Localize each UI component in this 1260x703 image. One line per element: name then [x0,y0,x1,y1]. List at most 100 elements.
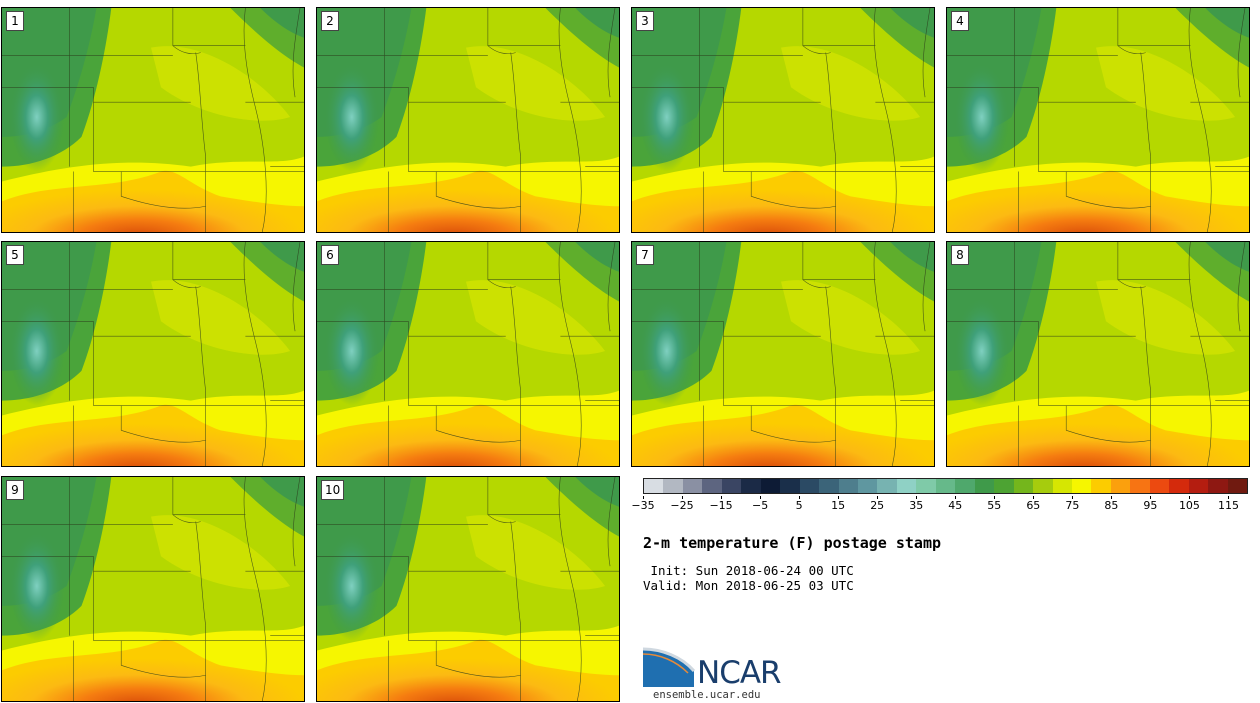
colorbar-tick-label: 75 [1065,499,1080,512]
member-map-8: 8 [946,241,1250,467]
member-number-label: 8 [951,245,969,265]
ncar-logo-text: NCAR [697,655,782,691]
colorbar-bin [935,479,956,493]
colorbar-bin [896,479,917,493]
member-number-label: 4 [951,11,969,31]
colorbar-tick-mark [955,496,957,499]
colorbar-tick-mark [760,496,762,499]
temperature-map [632,8,934,232]
colorbar-tick-mark [682,496,684,499]
member-map-1: 1 [1,7,305,233]
colorbar-bin [1149,479,1170,493]
colorbar-bin [974,479,995,493]
colorbar-bin [1188,479,1209,493]
temperature-map [317,242,619,466]
colorbar-tick-mark [877,496,879,499]
member-map-5: 5 [1,241,305,467]
colorbar-bin [1033,479,1053,493]
member-number-label: 7 [636,245,654,265]
colorbar-tick-label: 65 [1026,499,1041,512]
temperature-map [2,477,304,701]
temperature-map [317,8,619,232]
colorbar-tick-label: 55 [987,499,1002,512]
member-map-3: 3 [631,7,935,233]
member-map-6: 6 [316,241,620,467]
member-number-label: 6 [321,245,339,265]
colorbar-bin [857,479,878,493]
member-map-7: 7 [631,241,935,467]
colorbar-bin [1013,479,1034,493]
colorbar-tick-label: 105 [1178,499,1200,512]
colorbar-tick-label: −25 [670,499,694,512]
colorbar-tick-label: 35 [909,499,924,512]
colorbar-bin [994,479,1014,493]
colorbar-bin [819,479,839,493]
colorbar-bin [1227,479,1248,493]
colorbar-bin [682,479,703,493]
temperature-map [2,242,304,466]
chart-title: 2-m temperature (F) postage stamp [643,534,942,552]
colorbar-tick-label: 85 [1104,499,1119,512]
colorbar-tick-label: 25 [870,499,885,512]
colorbar-tick-label: −35 [631,499,655,512]
colorbar-bin [780,479,800,493]
colorbar-tick-mark [994,496,996,499]
colorbar-tick-label: −15 [709,499,733,512]
colorbar-tick-label: 15 [831,499,846,512]
colorbar-tick-mark [1189,496,1191,499]
colorbar-tick-label: 95 [1143,499,1158,512]
colorbar-tick-label: 5 [795,499,803,512]
member-number-label: 10 [321,480,345,500]
colorbar-tick-mark [1033,496,1035,499]
colorbar-bin [1208,479,1228,493]
member-number-label: 3 [636,11,654,31]
colorbar-tick-mark [799,496,801,499]
colorbar-tick-mark [916,496,918,499]
colorbar-tick-mark [1111,496,1113,499]
ncar-logo-icon [642,647,696,687]
member-number-label: 5 [6,245,24,265]
site-url: ensemble.ucar.edu [653,689,761,701]
colorbar-bin [702,479,722,493]
colorbar-bin [955,479,975,493]
colorbar-bin [1052,479,1072,493]
colorbar-tick-mark [1150,496,1152,499]
colorbar-bin [1130,479,1150,493]
member-map-4: 4 [946,7,1250,233]
colorbar-bin [741,479,761,493]
colorbar-tick-label: −5 [751,499,769,512]
colorbar-bin [799,479,820,493]
valid-time: Valid: Mon 2018-06-25 03 UTC [643,578,854,593]
temperature-map [632,242,934,466]
colorbar-bin [1071,479,1092,493]
colorbar-bin [760,479,781,493]
init-time: Init: Sun 2018-06-24 00 UTC [643,563,854,578]
colorbar-tick-label: 45 [948,499,963,512]
member-number-label: 2 [321,11,339,31]
colorbar-tick-mark [838,496,840,499]
temperature-map [2,8,304,232]
member-map-2: 2 [316,7,620,233]
member-map-10: 10 [316,476,620,702]
member-map-9: 9 [1,476,305,702]
colorbar-bin [663,479,683,493]
colorbar-bin [1169,479,1189,493]
colorbar-ticks: −35 −25 −15 −5 5 15 25 35 45 55 65 75 85 95 105 115 [631,496,1248,514]
temperature-map [317,477,619,701]
colorbar-bin [1091,479,1111,493]
temperature-map [947,8,1249,232]
colorbar-bin [916,479,936,493]
colorbar-bin [838,479,858,493]
colorbar-tick-label: 115 [1217,499,1239,512]
temperature-colorbar [643,478,1248,494]
colorbar-bin [644,479,664,493]
colorbar-tick-mark [643,496,644,499]
colorbar-bin [1110,479,1131,493]
temperature-map [947,242,1249,466]
colorbar-tick-mark [721,496,723,499]
member-number-label: 9 [6,480,24,500]
colorbar-tick-mark [1072,496,1074,499]
colorbar-bin [877,479,897,493]
colorbar-bin [721,479,742,493]
member-number-label: 1 [6,11,24,31]
